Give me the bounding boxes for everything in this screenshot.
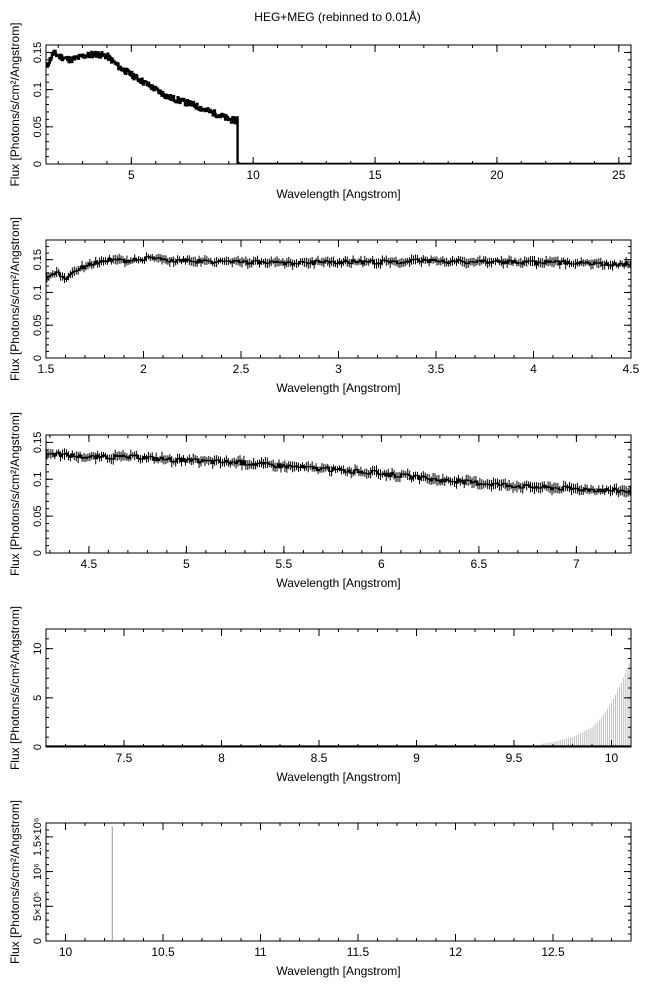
y-tick-label: 0.05 <box>32 505 44 526</box>
panel-2: 1.5 2 2.5 3 3.5 4 4.5 0 0.05 0.1 0.15 Wavelength [A… <box>8 217 640 395</box>
y-tick-label: 0 <box>32 355 44 361</box>
y-tick-label: 0 <box>32 161 44 167</box>
panel-4: 7.5 8 8.5 9 9.5 10 0 5 10 Wavelength [Angstrom] Fl… <box>8 606 632 784</box>
panel-1: 5 10 15 20 25 0 0.05 0.1 0.15 Wavelength [Angstro… <box>8 22 632 201</box>
panel-5: 10 10.5 11 11.5 12 12.5 0 5×10⁵ 10⁶ 1.5×10⁶ Wavele… <box>8 800 632 978</box>
x-tick-label: 1.5 <box>38 362 55 376</box>
y-axis-label: Flux [Photons/s/cm²/Angstrom] <box>8 412 22 576</box>
x-axis-label: Wavelength [Angstrom] <box>276 187 400 201</box>
y-axis-label: Flux [Photons/s/cm²/Angstrom] <box>8 22 22 186</box>
x-axis-label: Wavelength [Angstrom] <box>276 964 400 978</box>
y-axis-label: Flux [Photons/s/cm²/Angstrom] <box>8 217 22 381</box>
y-tick-label: 0.05 <box>32 315 44 336</box>
x-tick-label: 10.5 <box>151 945 175 959</box>
x-tick-label: 8.5 <box>311 751 328 765</box>
y-tick-label: 1.5×10⁶ <box>32 818 44 856</box>
y-tick-label: 0 <box>32 938 44 944</box>
data-layer <box>46 658 631 747</box>
series-line <box>46 49 631 164</box>
data-layer <box>46 49 631 164</box>
y-tick-label: 0.15 <box>32 249 44 270</box>
plot-frame <box>45 434 632 554</box>
x-tick-label: 2 <box>140 362 147 376</box>
x-axis-label: Wavelength [Angstrom] <box>276 770 400 784</box>
series-line <box>46 451 631 493</box>
y-axis-label: Flux [Photons/s/cm²/Angstrom] <box>8 800 22 964</box>
y-tick-label: 0.15 <box>32 42 44 63</box>
x-tick-label: 3.5 <box>428 362 445 376</box>
data-layer <box>46 448 631 498</box>
plot-frame <box>45 822 632 942</box>
x-tick-label: 4.5 <box>81 557 98 571</box>
x-tick-label: 6 <box>378 557 385 571</box>
x-tick-label: 15 <box>368 168 382 182</box>
x-tick-label: 25 <box>612 168 626 182</box>
panel-3: 4.5 5 5.5 6 6.5 7 0 0.05 0.1 0.15 Wavelength [Angs… <box>8 412 632 590</box>
x-tick-label: 7.5 <box>116 751 133 765</box>
y-tick-label: 0 <box>32 744 44 750</box>
x-tick-label: 20 <box>490 168 504 182</box>
x-tick-label: 3 <box>335 362 342 376</box>
y-tick-label: 5×10⁵ <box>32 892 44 921</box>
x-tick-label: 4 <box>530 362 537 376</box>
x-axis-label: Wavelength [Angstrom] <box>276 576 400 590</box>
series-line <box>46 256 631 280</box>
figure-title: HEG+MEG (rebinned to 0.01Å) <box>254 10 421 24</box>
x-tick-label: 12.5 <box>541 945 565 959</box>
plot-frame <box>45 628 632 748</box>
x-tick-label: 2.5 <box>233 362 250 376</box>
x-tick-label: 5 <box>183 557 190 571</box>
y-tick-label: 0.1 <box>32 472 44 487</box>
x-tick-label: 9 <box>413 751 420 765</box>
x-tick-label: 5 <box>128 168 135 182</box>
x-tick-label: 8 <box>218 751 225 765</box>
x-tick-label: 10 <box>605 751 619 765</box>
y-tick-label: 10 <box>32 643 44 655</box>
x-tick-label: 10 <box>247 168 261 182</box>
x-tick-label: 11 <box>254 945 267 959</box>
y-tick-label: 10⁶ <box>32 863 44 880</box>
y-tick-label: 0.1 <box>32 82 44 97</box>
x-axis-label: Wavelength [Angstrom] <box>276 381 400 395</box>
y-axis-label: Flux [Photons/s/cm²/Angstrom] <box>8 606 22 770</box>
y-tick-label: 0.05 <box>32 116 44 137</box>
x-tick-label: 7 <box>573 557 580 571</box>
x-tick-label: 11.5 <box>347 945 370 959</box>
y-tick-label: 0.15 <box>32 432 44 453</box>
x-tick-label: 5.5 <box>276 557 293 571</box>
y-tick-label: 0 <box>32 550 44 556</box>
x-tick-label: 10 <box>59 945 73 959</box>
x-tick-label: 4.5 <box>623 362 640 376</box>
x-tick-label: 12 <box>449 945 463 959</box>
y-tick-label: 0.1 <box>32 285 44 300</box>
plot-frame <box>45 44 632 165</box>
x-tick-label: 6.5 <box>471 557 488 571</box>
y-tick-label: 5 <box>32 695 44 701</box>
x-tick-label: 9.5 <box>506 751 523 765</box>
plot-frame <box>45 239 632 359</box>
data-layer <box>46 252 631 284</box>
